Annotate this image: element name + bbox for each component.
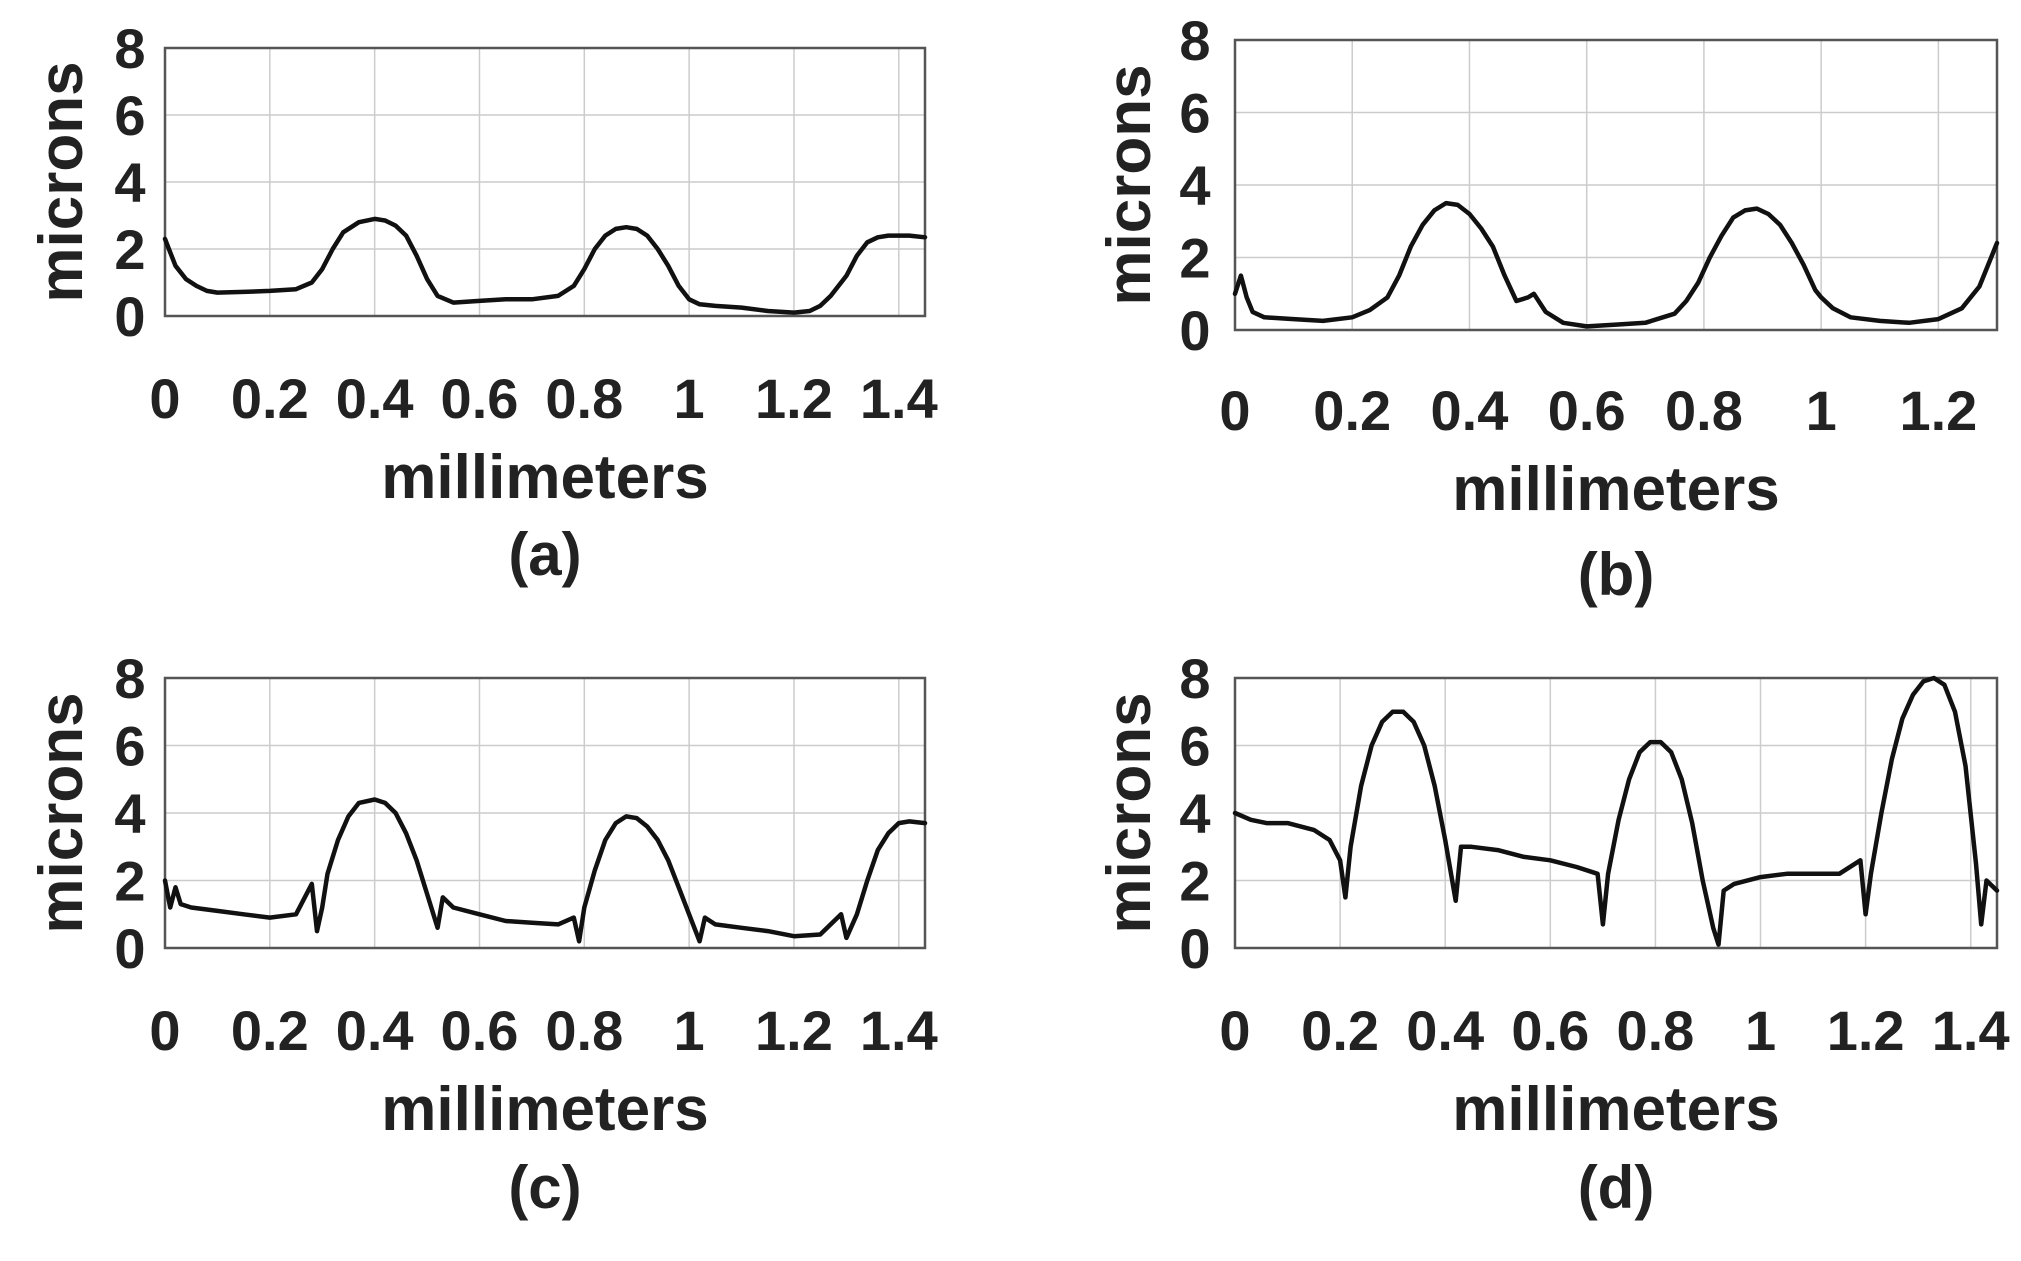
chart-d-x-tick-label: 0.2 bbox=[1301, 999, 1379, 1062]
chart-a-y-tick-label: 6 bbox=[114, 84, 145, 147]
chart-b-y-tick-label: 4 bbox=[1179, 154, 1210, 217]
chart-d-x-tick-label: 1 bbox=[1745, 999, 1776, 1062]
chart-a-x-tick-label: 0.6 bbox=[441, 367, 519, 430]
chart-b-y-tick-label: 6 bbox=[1179, 82, 1210, 145]
chart-b-x-tick-label: 0 bbox=[1219, 379, 1250, 442]
chart-b-y-tick-label: 2 bbox=[1179, 227, 1210, 290]
chart-b-series-line bbox=[1232, 200, 2000, 329]
chart-d-caption: (d) bbox=[1578, 1154, 1655, 1221]
chart-c-x-tick-label: 0.4 bbox=[336, 999, 414, 1062]
chart-d-y-tick-label: 6 bbox=[1179, 715, 1210, 778]
chart-b-x-tick-label: 0.4 bbox=[1431, 379, 1509, 442]
chart-d-x-axis-label: millimeters bbox=[1452, 1075, 1779, 1144]
chart-b-caption: (b) bbox=[1578, 541, 1655, 608]
chart-a-y-axis-label: microns bbox=[27, 61, 96, 302]
chart-c-x-tick-label: 1.2 bbox=[755, 999, 833, 1062]
panel-a: 0 0.2 0.4 0.6 0.8 1 1.2 1.402468millimetersmicr… bbox=[27, 17, 938, 588]
chart-c-y-tick-label: 2 bbox=[114, 850, 145, 913]
chart-c-frame bbox=[163, 676, 927, 950]
chart-b-frame bbox=[1233, 38, 1999, 332]
chart-a-frame bbox=[163, 46, 927, 318]
chart-b-y-tick-label: 8 bbox=[1179, 9, 1210, 72]
chart-d-x-tick-label: 0.6 bbox=[1511, 999, 1589, 1062]
chart-a-x-tick-label: 0.4 bbox=[336, 367, 414, 430]
chart-d-x-tick-label: 0.8 bbox=[1616, 999, 1694, 1062]
chart-a-x-axis-label: millimeters bbox=[381, 443, 708, 512]
chart-d-x-tick-label: 0.4 bbox=[1406, 999, 1484, 1062]
chart-c-x-tick-label: 0 bbox=[149, 999, 180, 1062]
chart-d-y-tick-label: 2 bbox=[1179, 850, 1210, 913]
chart-a-series-line bbox=[162, 216, 928, 315]
chart-c-series-line bbox=[162, 797, 928, 944]
chart-b-x-axis-label: millimeters bbox=[1452, 455, 1779, 524]
chart-a-y-tick-label: 0 bbox=[114, 285, 145, 348]
chart-c-x-axis-label: millimeters bbox=[381, 1075, 708, 1144]
chart-a-x-tick-label: 0.8 bbox=[545, 367, 623, 430]
chart-d-series-line bbox=[1232, 675, 2000, 947]
chart-d-y-tick-label: 8 bbox=[1179, 647, 1210, 710]
chart-a-caption: (a) bbox=[508, 521, 581, 588]
chart-a-x-tick-label: 1.2 bbox=[755, 367, 833, 430]
chart-d-y-axis-label: microns bbox=[1095, 692, 1164, 933]
chart-b-y-tick-label: 0 bbox=[1179, 299, 1210, 362]
chart-c-caption: (c) bbox=[508, 1154, 581, 1221]
chart-b-x-tick-label: 0.8 bbox=[1665, 379, 1743, 442]
chart-d-x-tick-label: 1.4 bbox=[1932, 999, 2010, 1062]
chart-b-x-tick-label: 0.6 bbox=[1548, 379, 1626, 442]
chart-c-y-tick-label: 4 bbox=[114, 782, 145, 845]
chart-c-y-tick-label: 6 bbox=[114, 715, 145, 778]
chart-c-y-axis-label: microns bbox=[27, 692, 96, 933]
chart-c-x-tick-label: 0.6 bbox=[441, 999, 519, 1062]
chart-a-y-tick-label: 2 bbox=[114, 218, 145, 281]
panel-b: 0 0.2 0.4 0.6 0.8 1 1.2 0 2 4 6 8 millimeters microns… bbox=[1095, 9, 2000, 608]
chart-c-x-tick-label: 1 bbox=[674, 999, 705, 1062]
chart-a-x-tick-label: 1 bbox=[674, 367, 705, 430]
chart-d-x-tick-label: 1.2 bbox=[1827, 999, 1905, 1062]
chart-a-x-tick-label: 1.4 bbox=[860, 367, 938, 430]
chart-d-x-tick-label: 0 bbox=[1219, 999, 1250, 1062]
chart-b-y-axis-label: microns bbox=[1095, 64, 1164, 305]
chart-a-x-tick-label: 0.2 bbox=[231, 367, 309, 430]
chart-b-x-tick-label: 0.2 bbox=[1313, 379, 1391, 442]
chart-b-x-tick-label: 1 bbox=[1806, 379, 1837, 442]
chart-a-y-tick-label: 8 bbox=[114, 17, 145, 80]
chart-c-y-tick-label: 0 bbox=[114, 917, 145, 980]
chart-d-y-tick-label: 0 bbox=[1179, 917, 1210, 980]
chart-d-y-tick-label: 4 bbox=[1179, 782, 1210, 845]
panel-c: 0 0.2 0.4 0.6 0.8 1 1.2 1.402468millimetersmicr… bbox=[27, 647, 938, 1221]
chart-c-x-tick-label: 0.8 bbox=[545, 999, 623, 1062]
chart-b-x-tick-label: 1.2 bbox=[1899, 379, 1977, 442]
chart-c-y-tick-label: 8 bbox=[114, 647, 145, 710]
panel-d: 0 0.2 0.4 0.6 0.8 1 1.2 1.402468millimetersmicr… bbox=[1095, 647, 2010, 1221]
chart-c-x-tick-label: 0.2 bbox=[231, 999, 309, 1062]
chart-a-y-tick-label: 4 bbox=[114, 151, 145, 214]
chart-c-x-tick-label: 1.4 bbox=[860, 999, 938, 1062]
chart-a-x-tick-label: 0 bbox=[149, 367, 180, 430]
